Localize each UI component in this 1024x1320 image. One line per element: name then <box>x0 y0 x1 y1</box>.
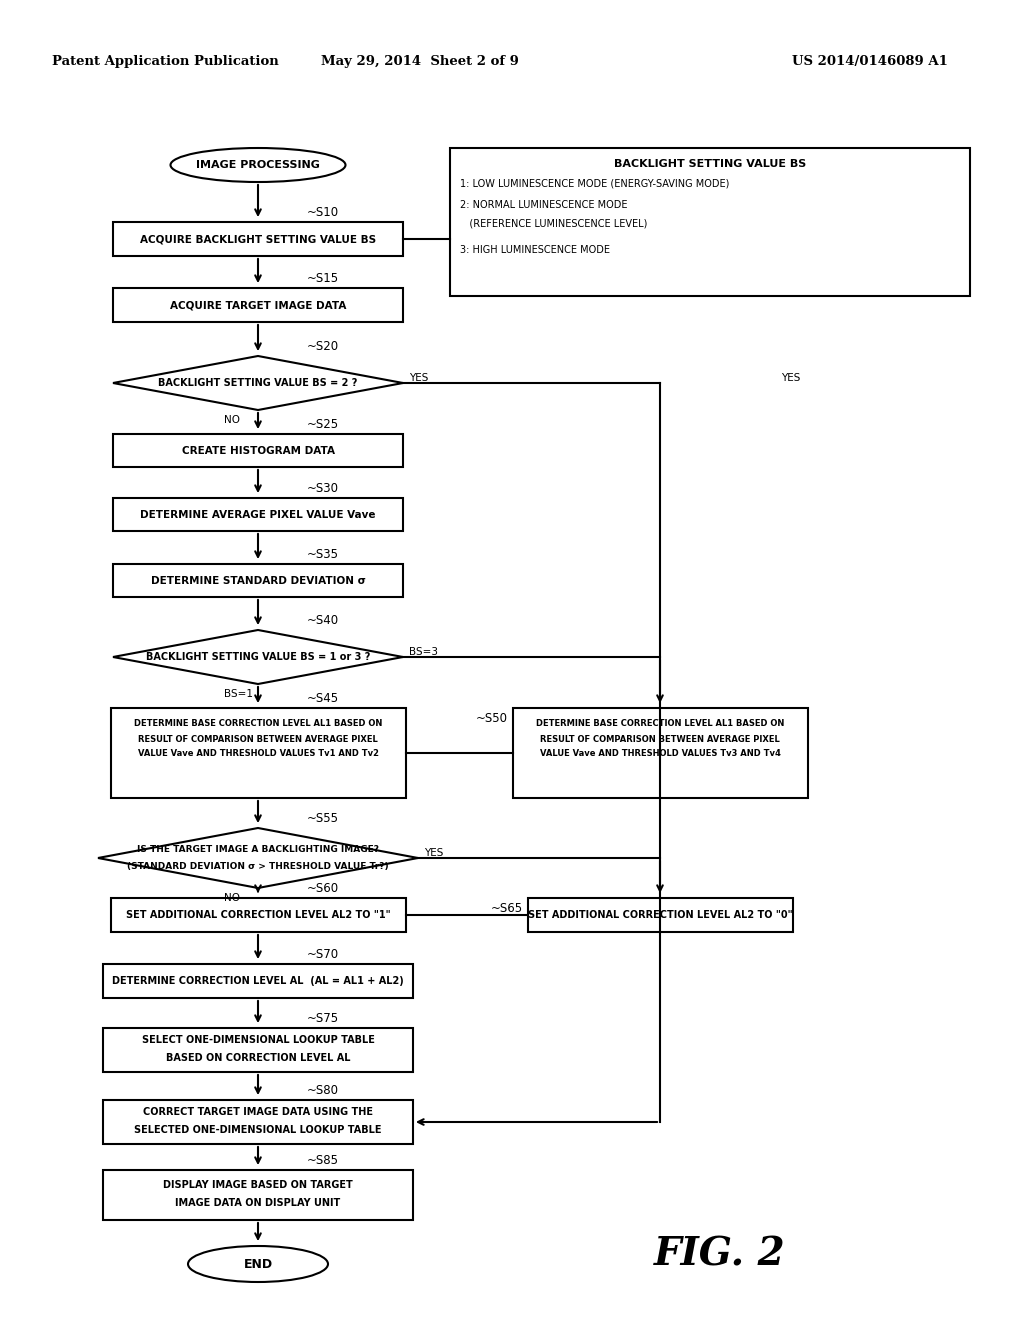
Text: ~S30: ~S30 <box>307 483 339 495</box>
Text: ~S45: ~S45 <box>307 693 339 705</box>
Text: BACKLIGHT SETTING VALUE BS = 2 ?: BACKLIGHT SETTING VALUE BS = 2 ? <box>159 378 357 388</box>
Text: NO: NO <box>224 894 240 903</box>
Text: BASED ON CORRECTION LEVEL AL: BASED ON CORRECTION LEVEL AL <box>166 1053 350 1063</box>
FancyBboxPatch shape <box>111 708 406 799</box>
Text: (STANDARD DEVIATION σ > THRESHOLD VALUE Tr?): (STANDARD DEVIATION σ > THRESHOLD VALUE … <box>127 862 389 871</box>
Text: ~S80: ~S80 <box>307 1084 339 1097</box>
Text: US 2014/0146089 A1: US 2014/0146089 A1 <box>792 55 948 69</box>
FancyBboxPatch shape <box>111 898 406 932</box>
Text: CORRECT TARGET IMAGE DATA USING THE: CORRECT TARGET IMAGE DATA USING THE <box>143 1107 373 1117</box>
Text: IMAGE DATA ON DISPLAY UNIT: IMAGE DATA ON DISPLAY UNIT <box>175 1199 341 1208</box>
Polygon shape <box>113 630 403 684</box>
Text: BS=1: BS=1 <box>224 689 253 700</box>
Text: IMAGE PROCESSING: IMAGE PROCESSING <box>196 160 319 170</box>
Text: DETERMINE AVERAGE PIXEL VALUE Vave: DETERMINE AVERAGE PIXEL VALUE Vave <box>140 510 376 520</box>
Ellipse shape <box>188 1246 328 1282</box>
Text: BACKLIGHT SETTING VALUE BS: BACKLIGHT SETTING VALUE BS <box>613 158 806 169</box>
Text: ACQUIRE TARGET IMAGE DATA: ACQUIRE TARGET IMAGE DATA <box>170 300 346 310</box>
FancyBboxPatch shape <box>450 148 970 296</box>
Polygon shape <box>113 356 403 411</box>
Text: Patent Application Publication: Patent Application Publication <box>52 55 279 69</box>
Text: ~S70: ~S70 <box>307 948 339 961</box>
Text: (REFERENCE LUMINESCENCE LEVEL): (REFERENCE LUMINESCENCE LEVEL) <box>460 218 647 228</box>
Text: DETERMINE BASE CORRECTION LEVEL AL1 BASED ON: DETERMINE BASE CORRECTION LEVEL AL1 BASE… <box>536 719 784 729</box>
Text: ~S10: ~S10 <box>307 206 339 219</box>
Text: 1: LOW LUMINESCENCE MODE (ENERGY-SAVING MODE): 1: LOW LUMINESCENCE MODE (ENERGY-SAVING … <box>460 180 729 189</box>
Text: NO: NO <box>224 414 240 425</box>
Text: SELECTED ONE-DIMENSIONAL LOOKUP TABLE: SELECTED ONE-DIMENSIONAL LOOKUP TABLE <box>134 1125 382 1135</box>
Text: ~S40: ~S40 <box>307 614 339 627</box>
Text: 3: HIGH LUMINESCENCE MODE: 3: HIGH LUMINESCENCE MODE <box>460 246 610 255</box>
Text: YES: YES <box>781 374 801 383</box>
Text: DETERMINE CORRECTION LEVEL AL  (AL = AL1 + AL2): DETERMINE CORRECTION LEVEL AL (AL = AL1 … <box>112 975 403 986</box>
Text: ~S65: ~S65 <box>490 902 522 915</box>
Text: SET ADDITIONAL CORRECTION LEVEL AL2 TO "1": SET ADDITIONAL CORRECTION LEVEL AL2 TO "… <box>126 909 390 920</box>
Text: May 29, 2014  Sheet 2 of 9: May 29, 2014 Sheet 2 of 9 <box>322 55 519 69</box>
Text: YES: YES <box>409 374 428 383</box>
Text: ~S50: ~S50 <box>475 711 508 725</box>
Text: IS THE TARGET IMAGE A BACKLIGHTING IMAGE?: IS THE TARGET IMAGE A BACKLIGHTING IMAGE… <box>137 845 379 854</box>
Text: ACQUIRE BACKLIGHT SETTING VALUE BS: ACQUIRE BACKLIGHT SETTING VALUE BS <box>140 234 376 244</box>
FancyBboxPatch shape <box>113 434 403 467</box>
Polygon shape <box>98 828 418 888</box>
Text: YES: YES <box>424 847 443 858</box>
Text: DETERMINE STANDARD DEVIATION σ: DETERMINE STANDARD DEVIATION σ <box>151 576 366 586</box>
FancyBboxPatch shape <box>103 1028 413 1072</box>
Text: DETERMINE BASE CORRECTION LEVEL AL1 BASED ON: DETERMINE BASE CORRECTION LEVEL AL1 BASE… <box>134 719 382 729</box>
Text: ~S35: ~S35 <box>307 548 339 561</box>
Text: RESULT OF COMPARISON BETWEEN AVERAGE PIXEL: RESULT OF COMPARISON BETWEEN AVERAGE PIX… <box>540 734 780 743</box>
Text: ~S55: ~S55 <box>307 812 339 825</box>
Text: ~S75: ~S75 <box>307 1011 339 1024</box>
Text: SET ADDITIONAL CORRECTION LEVEL AL2 TO "0": SET ADDITIONAL CORRECTION LEVEL AL2 TO "… <box>527 909 793 920</box>
FancyBboxPatch shape <box>113 288 403 322</box>
Text: BACKLIGHT SETTING VALUE BS = 1 or 3 ?: BACKLIGHT SETTING VALUE BS = 1 or 3 ? <box>145 652 371 663</box>
Text: ~S25: ~S25 <box>307 417 339 430</box>
Text: ~S15: ~S15 <box>307 272 339 285</box>
FancyBboxPatch shape <box>113 498 403 531</box>
Text: FIG. 2: FIG. 2 <box>654 1236 785 1274</box>
Text: SELECT ONE-DIMENSIONAL LOOKUP TABLE: SELECT ONE-DIMENSIONAL LOOKUP TABLE <box>141 1035 375 1045</box>
Text: BS=3: BS=3 <box>409 647 438 657</box>
Text: CREATE HISTOGRAM DATA: CREATE HISTOGRAM DATA <box>181 446 335 455</box>
Text: ~S85: ~S85 <box>307 1154 339 1167</box>
Text: 2: NORMAL LUMINESCENCE MODE: 2: NORMAL LUMINESCENCE MODE <box>460 201 628 210</box>
Text: DISPLAY IMAGE BASED ON TARGET: DISPLAY IMAGE BASED ON TARGET <box>163 1180 353 1191</box>
Text: ~S60: ~S60 <box>307 882 339 895</box>
FancyBboxPatch shape <box>113 222 403 256</box>
FancyBboxPatch shape <box>527 898 793 932</box>
Text: RESULT OF COMPARISON BETWEEN AVERAGE PIXEL: RESULT OF COMPARISON BETWEEN AVERAGE PIX… <box>138 734 378 743</box>
FancyBboxPatch shape <box>113 564 403 597</box>
FancyBboxPatch shape <box>103 1100 413 1144</box>
FancyBboxPatch shape <box>103 1170 413 1220</box>
Text: ~S20: ~S20 <box>307 339 339 352</box>
FancyBboxPatch shape <box>103 964 413 998</box>
Text: VALUE Vave AND THRESHOLD VALUES Tv1 AND Tv2: VALUE Vave AND THRESHOLD VALUES Tv1 AND … <box>137 750 379 759</box>
FancyBboxPatch shape <box>512 708 808 799</box>
Text: VALUE Vave AND THRESHOLD VALUES Tv3 AND Tv4: VALUE Vave AND THRESHOLD VALUES Tv3 AND … <box>540 750 780 759</box>
Text: END: END <box>244 1258 272 1270</box>
Ellipse shape <box>171 148 345 182</box>
